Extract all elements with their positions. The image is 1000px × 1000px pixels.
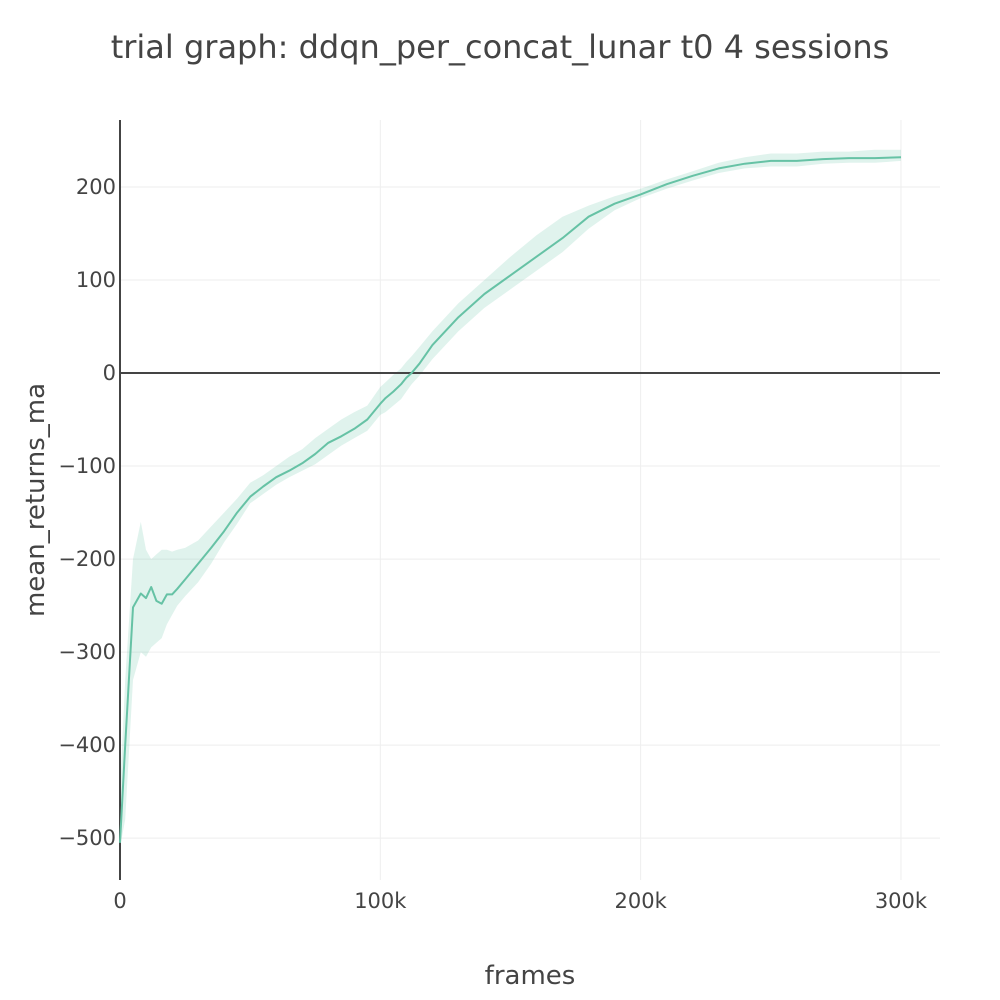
x-tick-label: 200k [615,889,668,913]
y-tick-label: 100 [76,268,116,292]
series-line-layer [119,156,902,843]
chart-title: trial graph: ddqn_per_concat_lunar t0 4 … [110,28,890,66]
y-axis-title: mean_returns_ma [21,383,51,617]
tick-labels: 0 100k 200k 300k −500 −400 −300 −200 −100 0 100 200 [58,175,928,913]
y-tick-label: −300 [58,640,116,664]
y-tick-label: 200 [76,175,116,199]
y-tick-label: −100 [58,454,116,478]
x-tick-label: 0 [113,889,126,913]
x-axis-title: frames [485,961,576,991]
y-tick-label: −500 [58,826,116,850]
grid-lines [120,120,940,880]
axes [119,120,940,880]
series-line [119,156,902,843]
confidence-band-layer [120,149,901,848]
y-tick-label: 0 [103,361,116,385]
y-tick-label: −400 [58,733,116,757]
y-tick-label: −200 [58,547,116,571]
confidence-band [120,149,901,848]
x-tick-label: 100k [354,889,407,913]
x-tick-label: 300k [875,889,928,913]
